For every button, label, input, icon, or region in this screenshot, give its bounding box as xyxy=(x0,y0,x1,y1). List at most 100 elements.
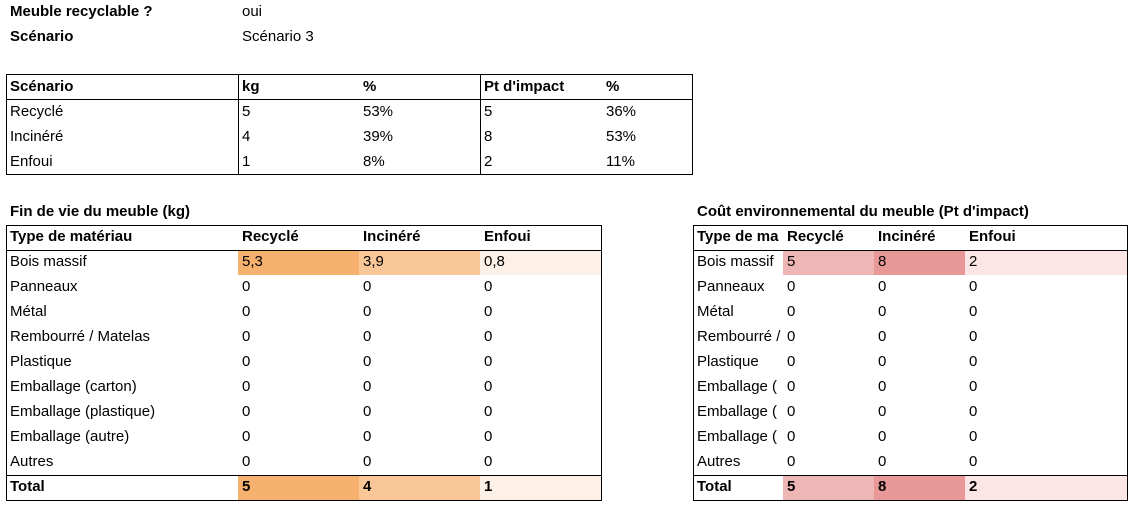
table-cell[interactable]: 0,8 xyxy=(484,253,505,270)
table-cell[interactable]: 0 xyxy=(969,353,978,370)
scenario-value[interactable]: Scénario 3 xyxy=(242,28,314,45)
row-label: Plastique xyxy=(697,353,759,370)
table-cell[interactable]: 0 xyxy=(969,403,978,420)
row-label: Emballage (autre) xyxy=(10,428,130,445)
table-cell[interactable]: 0 xyxy=(787,328,796,345)
table-cell[interactable]: 0 xyxy=(242,278,251,295)
summary-cell[interactable]: 39% xyxy=(363,128,394,145)
table-cell[interactable]: 0 xyxy=(878,378,887,395)
table-cell[interactable]: 0 xyxy=(363,328,372,345)
total-cell: 2 xyxy=(969,478,978,495)
table-cell[interactable]: 0 xyxy=(242,378,251,395)
column-header: Enfoui xyxy=(484,228,531,245)
summary-header-impact-percent: % xyxy=(606,78,620,95)
table-border xyxy=(6,225,602,501)
table-cell[interactable]: 0 xyxy=(969,278,978,295)
table-cell[interactable]: 2 xyxy=(969,253,978,270)
total-cell: 8 xyxy=(878,478,887,495)
table-cell[interactable]: 0 xyxy=(787,378,796,395)
summary-cell[interactable]: 1 xyxy=(242,153,251,170)
table-cell[interactable]: 0 xyxy=(787,403,796,420)
row-label: Emballage ( xyxy=(697,428,778,445)
summary-cell[interactable]: 11% xyxy=(606,153,635,170)
table-cell[interactable]: 0 xyxy=(787,278,796,295)
table-cell[interactable]: 0 xyxy=(969,378,978,395)
table-cell[interactable]: 5,3 xyxy=(242,253,263,270)
table-cell[interactable]: 0 xyxy=(242,453,251,470)
heat-cell-bg xyxy=(874,475,965,500)
table-cell[interactable]: 0 xyxy=(484,428,493,445)
table-cell[interactable]: 0 xyxy=(878,303,887,320)
heat-cell-bg xyxy=(965,250,1127,275)
table-cell[interactable]: 0 xyxy=(484,403,493,420)
table-cell[interactable]: 0 xyxy=(484,303,493,320)
table-cell[interactable]: 0 xyxy=(969,303,978,320)
table-cell[interactable]: 0 xyxy=(242,428,251,445)
column-header: Type de ma xyxy=(697,228,779,245)
heat-cell-bg xyxy=(783,250,874,275)
table-cell[interactable]: 0 xyxy=(363,353,372,370)
recyclable-value[interactable]: oui xyxy=(242,3,263,20)
row-label: Bois massif xyxy=(10,253,87,270)
row-label: Emballage ( xyxy=(697,378,778,395)
row-label: Métal xyxy=(697,303,734,320)
summary-cell[interactable]: 53% xyxy=(606,128,637,145)
heat-cell-bg xyxy=(359,475,480,500)
table-cell[interactable]: 0 xyxy=(787,353,796,370)
table-cell[interactable]: 0 xyxy=(969,453,978,470)
column-header: Recyclé xyxy=(787,228,844,245)
header-divider xyxy=(693,250,1127,251)
table-cell[interactable]: 0 xyxy=(242,403,251,420)
summary-cell[interactable]: 53% xyxy=(363,103,394,120)
table-cell[interactable]: 0 xyxy=(878,453,887,470)
table-cell[interactable]: 0 xyxy=(878,403,887,420)
table-cell[interactable]: 3,9 xyxy=(363,253,384,270)
table-cell[interactable]: 0 xyxy=(484,278,493,295)
summary-cell[interactable]: 36% xyxy=(606,103,637,120)
summary-cell[interactable]: 8 xyxy=(484,128,493,145)
total-cell: 5 xyxy=(242,478,251,495)
table-cell[interactable]: 0 xyxy=(878,428,887,445)
table-cell[interactable]: 0 xyxy=(242,328,251,345)
summary-cell[interactable]: Incinéré xyxy=(10,128,64,145)
table-cell[interactable]: 0 xyxy=(363,453,372,470)
table-cell[interactable]: 0 xyxy=(484,453,493,470)
column-header: Incinéré xyxy=(363,228,421,245)
summary-cell[interactable]: 5 xyxy=(242,103,251,120)
table-cell[interactable]: 0 xyxy=(363,278,372,295)
heat-cell-bg xyxy=(238,475,359,500)
summary-cell[interactable]: 4 xyxy=(242,128,251,145)
table-cell[interactable]: 8 xyxy=(878,253,887,270)
summary-cell[interactable]: Recyclé xyxy=(10,103,64,120)
row-label: Panneaux xyxy=(697,278,765,295)
table-cell[interactable]: 0 xyxy=(484,378,493,395)
table-cell[interactable]: 0 xyxy=(242,353,251,370)
table-cell[interactable]: 0 xyxy=(878,353,887,370)
total-cell: 4 xyxy=(363,478,372,495)
table-cell[interactable]: 0 xyxy=(363,428,372,445)
table-cell[interactable]: 0 xyxy=(969,328,978,345)
summary-cell[interactable]: Enfoui xyxy=(10,153,53,170)
table-cell[interactable]: 0 xyxy=(484,353,493,370)
row-label: Bois massif xyxy=(697,253,774,270)
table-cell[interactable]: 0 xyxy=(878,278,887,295)
table-cell[interactable]: 0 xyxy=(787,453,796,470)
table-cell[interactable]: 0 xyxy=(363,303,372,320)
table-cell[interactable]: 0 xyxy=(363,378,372,395)
row-label: Emballage ( xyxy=(697,403,778,420)
table-cell[interactable]: 0 xyxy=(242,303,251,320)
table-cell[interactable]: 5 xyxy=(787,253,796,270)
table-cell[interactable]: 0 xyxy=(787,428,796,445)
table-cell[interactable]: 0 xyxy=(787,303,796,320)
column-header: Enfoui xyxy=(969,228,1016,245)
row-label: Emballage (carton) xyxy=(10,378,137,395)
table-cell[interactable]: 0 xyxy=(363,403,372,420)
row-label: Panneaux xyxy=(10,278,78,295)
summary-cell[interactable]: 5 xyxy=(484,103,493,120)
table-cell[interactable]: 0 xyxy=(969,428,978,445)
right-table-title: Coût environnemental du meuble (Pt d'imp… xyxy=(697,203,1029,220)
summary-cell[interactable]: 2 xyxy=(484,153,493,170)
table-cell[interactable]: 0 xyxy=(878,328,887,345)
table-cell[interactable]: 0 xyxy=(484,328,493,345)
summary-cell[interactable]: 8% xyxy=(363,153,385,170)
